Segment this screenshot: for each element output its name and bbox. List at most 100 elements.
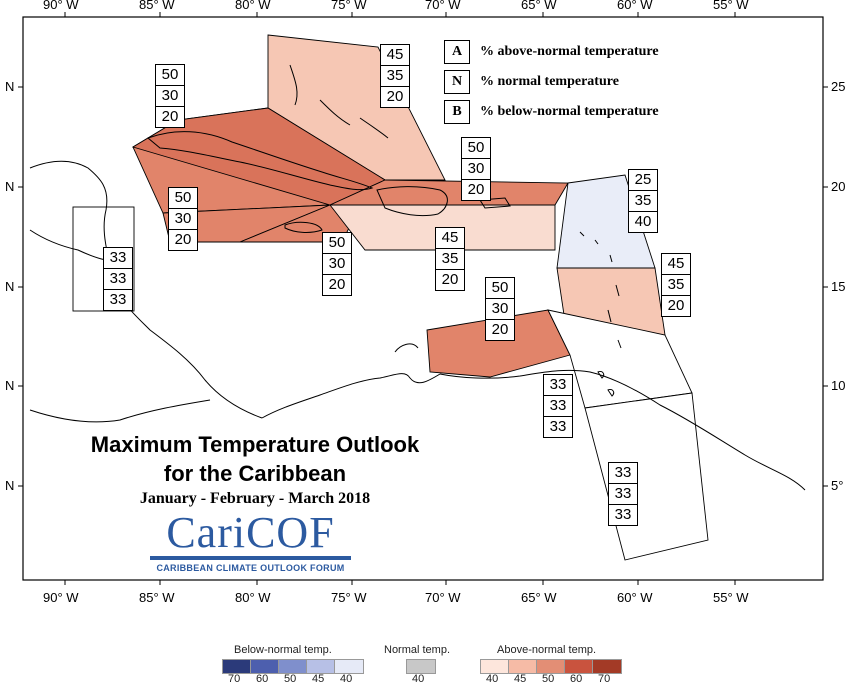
above-value: 33: [543, 374, 573, 396]
title-period: January - February - March 2018: [139, 490, 371, 507]
below-value: 20: [461, 179, 491, 201]
zone-belize: [72, 206, 135, 312]
normal-value: 30: [461, 158, 491, 180]
lon-tick-label: 85° W: [139, 0, 175, 12]
scale-title-below: Below-normal temp.: [234, 644, 332, 656]
region-values-leeward: 25 35 40: [628, 169, 658, 233]
lon-tick-label: 70° W: [425, 590, 461, 605]
normal-value: 33: [608, 483, 638, 505]
above-value: 25: [628, 169, 658, 191]
normal-scale-swatch: [406, 659, 436, 674]
below-scale-tick: 70: [228, 673, 241, 685]
normal-value: 35: [380, 65, 410, 87]
legend-key: B: [444, 100, 470, 124]
above-value: 50: [461, 137, 491, 159]
lat-tick-label: N: [5, 179, 15, 194]
map-title: Maximum Temperature Outlook for the Cari…: [40, 430, 470, 508]
lon-tick-label: 80° W: [235, 0, 271, 12]
legend-row-normal: N % normal temperature: [444, 70, 659, 94]
lon-tick-label: 75° W: [331, 0, 367, 12]
normal-scale-tick: 40: [412, 673, 425, 685]
lat-tick-label: N: [5, 279, 15, 294]
normal-value: 35: [435, 248, 465, 270]
above-value: 50: [322, 232, 352, 254]
region-values-windward: 45 35 20: [661, 253, 691, 317]
lon-tick-label: 70° W: [425, 0, 461, 12]
below-scale-swatch: [334, 659, 364, 674]
region-values-cuba: 50 30 20: [155, 64, 185, 128]
region-values-jamaica: 50 30 20: [322, 232, 352, 296]
above-value: 45: [380, 44, 410, 66]
above-scale-tick: 50: [542, 673, 555, 685]
normal-value: 30: [485, 298, 515, 320]
below-value: 20: [322, 274, 352, 296]
above-scale-tick: 60: [570, 673, 583, 685]
lon-tick-label: 75° W: [331, 590, 367, 605]
below-value: 20: [380, 86, 410, 108]
lon-tick-label: 55° W: [713, 590, 749, 605]
lon-tick-label: 60° W: [617, 590, 653, 605]
normal-value: 33: [103, 268, 133, 290]
lon-tick-label: 65° W: [521, 590, 557, 605]
lon-tick-label: 80° W: [235, 590, 271, 605]
lat-tick-label: 10: [831, 378, 845, 393]
below-value: 33: [608, 504, 638, 526]
region-values-guianas: 33 33 33: [608, 462, 638, 526]
region-values-bahamas: 45 35 20: [380, 44, 410, 108]
zone-abc: [426, 309, 571, 378]
above-value: 50: [155, 64, 185, 86]
lon-tick-label: 60° W: [617, 0, 653, 12]
region-values-abc-islands: 50 30 20: [485, 277, 515, 341]
region-values-cayman: 50 30 20: [168, 187, 198, 251]
caricof-logo: CariCOF CARIBBEAN CLIMATE OUTLOOK FORUM: [148, 510, 353, 573]
normal-value: 35: [628, 190, 658, 212]
below-value: 33: [543, 416, 573, 438]
normal-value: 33: [543, 395, 573, 417]
region-values-trinidad: 33 33 33: [543, 374, 573, 438]
lon-tick-label: 90° W: [43, 0, 79, 12]
lon-tick-label: 65° W: [521, 0, 557, 12]
title-line-1: Maximum Temperature Outlook: [90, 432, 420, 457]
legend-text: % below-normal temperature: [480, 104, 659, 119]
above-scale-swatch: [508, 659, 538, 674]
below-scale-swatch: [306, 659, 336, 674]
legend-text: % above-normal temperature: [480, 44, 659, 59]
above-scale-tick: 40: [486, 673, 499, 685]
legend-key: A: [444, 40, 470, 64]
above-scale-swatch: [564, 659, 594, 674]
normal-value: 30: [155, 85, 185, 107]
below-value: 20: [168, 229, 198, 251]
above-value: 50: [168, 187, 198, 209]
below-value: 40: [628, 211, 658, 233]
probability-legend: A % above-normal temperature N % normal …: [444, 40, 659, 130]
lat-tick-label: N: [5, 378, 15, 393]
logo-subtitle: CARIBBEAN CLIMATE OUTLOOK FORUM: [156, 563, 345, 573]
below-scale-tick: 50: [284, 673, 297, 685]
legend-text: % normal temperature: [480, 74, 619, 89]
above-value: 45: [661, 253, 691, 275]
above-scale-tick: 70: [598, 673, 611, 685]
below-scale-tick: 40: [340, 673, 353, 685]
scale-title-normal: Normal temp.: [384, 644, 451, 656]
normal-value: 30: [168, 208, 198, 230]
below-value: 20: [155, 106, 185, 128]
legend-row-below: B % below-normal temperature: [444, 100, 659, 124]
above-scale-tick: 45: [514, 673, 527, 685]
legend-key: N: [444, 70, 470, 94]
lon-tick-label: 55° W: [713, 0, 749, 12]
above-scale-swatch: [592, 659, 622, 674]
below-scale-swatch: [278, 659, 308, 674]
lat-tick-label: 5°: [831, 478, 844, 493]
lon-tick-label: 90° W: [43, 590, 79, 605]
normal-value: 30: [322, 253, 352, 275]
region-values-hispaniola-north: 50 30 20: [461, 137, 491, 201]
forecast-zones: [72, 34, 709, 561]
logo-wordmark: CariCOF: [166, 508, 335, 557]
below-value: 20: [435, 269, 465, 291]
logo-underline: [150, 556, 351, 560]
above-value: 33: [103, 247, 133, 269]
above-scale-swatch: [480, 659, 510, 674]
normal-value: 35: [661, 274, 691, 296]
below-scale-tick: 60: [256, 673, 269, 685]
